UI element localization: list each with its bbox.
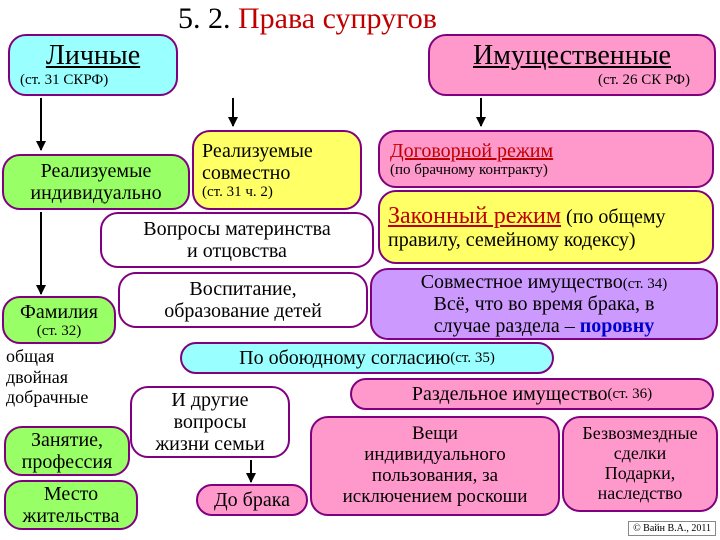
box-vospit: Воспитание, образование детей: [118, 272, 368, 328]
box-familia: Фамилия (ст. 32): [2, 296, 116, 344]
veshi-l2: индивидуального: [364, 445, 505, 466]
real-ind-l2: индивидуально: [30, 182, 161, 204]
lichnye-sub: (ст. 31 СКРФ): [20, 72, 108, 89]
copyright: © Вайн В.А., 2011: [628, 521, 716, 536]
arrow: [232, 98, 234, 126]
zanjat-l2: профессия: [22, 451, 113, 473]
imush-title: Имущественные: [473, 41, 671, 72]
obsogl-ref: (ст. 35): [450, 350, 495, 367]
zanjat-l1: Занятие,: [31, 429, 103, 451]
box-razdel: Раздельное имущество (ст. 36): [350, 378, 714, 410]
zakon-content: Законный режим (по общему правилу, семей…: [388, 203, 704, 251]
razdel-t: Раздельное имущество: [412, 383, 608, 405]
dobraka-t: До брака: [214, 489, 290, 511]
box-dogovor: Договорной режим (по брачному контракту): [378, 130, 714, 188]
bezvoz-l3: Подарки,: [605, 464, 676, 484]
box-zanjat: Занятие, профессия: [4, 426, 130, 476]
title-number: 5. 2.: [178, 2, 231, 35]
bezvoz-l2: сделки: [614, 444, 667, 464]
sovimush-row3: случае раздела – поровну: [434, 315, 654, 337]
sovimush-ref: (ст. 34): [623, 276, 668, 292]
arrow: [480, 98, 482, 126]
arrow: [250, 460, 252, 482]
sovimush-l3: поровну: [580, 315, 654, 337]
vospit-l2: образование детей: [164, 300, 322, 322]
obsogl-t: По обоюдному согласию: [239, 347, 450, 369]
arrow: [40, 98, 42, 150]
mesto-l2: жительства: [23, 505, 120, 527]
real-sov-sub: (ст. 31 ч. 2): [202, 184, 273, 201]
mesto-l1: Место: [44, 483, 98, 505]
idrugie-l1: И другие: [171, 389, 248, 411]
zakon-title: Законный режим: [388, 203, 561, 229]
sovimush-l2: случае раздела –: [434, 315, 580, 337]
real-ind-l1: Реализуемые: [41, 160, 152, 182]
box-veshi: Вещи индивидуального пользования, за иск…: [310, 416, 560, 516]
familia-title: Фамилия: [20, 301, 98, 323]
vospit-l1: Воспитание,: [189, 278, 296, 300]
familia-list-1: общая: [6, 346, 88, 367]
box-real-sov: Реализуемые совместно (ст. 31 ч. 2): [192, 130, 362, 210]
familia-list: общая двойная добрачные: [6, 346, 88, 408]
familia-list-2: двойная: [6, 367, 88, 388]
veshi-l4: исключением роскоши: [343, 487, 528, 508]
razdel-ref: (ст. 36): [608, 386, 653, 403]
box-real-ind: Реализуемые индивидуально: [2, 154, 190, 210]
title-text: Права супругов: [238, 2, 437, 35]
real-sov-l1: Реализуемые: [202, 140, 313, 162]
voprosy-l2: и отцовства: [187, 240, 287, 262]
sovimush-l1: Всё, что во время брака, в: [434, 293, 655, 315]
page-title: 5. 2. Права супругов: [178, 2, 437, 36]
familia-list-3: добрачные: [6, 387, 88, 408]
box-mesto: Место жительства: [4, 480, 138, 530]
box-obsogl: По обоюдному согласию (ст. 35): [180, 342, 554, 374]
real-sov-l2: совместно: [202, 162, 290, 184]
idrugie-l2: вопросы: [174, 411, 247, 433]
box-lichnye: Личные (ст. 31 СКРФ): [8, 34, 178, 96]
box-bezvoz: Безвозмездные сделки Подарки, наследство: [562, 416, 718, 512]
arrow: [40, 212, 42, 294]
dogovor-title: Договорной режим: [390, 140, 553, 162]
dogovor-sub: (по брачному контракту): [390, 162, 548, 179]
bezvoz-l4: наследство: [598, 484, 683, 504]
veshi-l3: пользования, за: [372, 466, 498, 487]
bezvoz-l1: Безвозмездные: [582, 424, 697, 444]
box-sovimush: Совместное имущество(ст. 34) Всё, что во…: [370, 268, 718, 340]
sovimush-row1: Совместное имущество(ст. 34): [421, 271, 668, 293]
idrugie-l3: жизни семьи: [155, 433, 264, 455]
lichnye-title: Личные: [46, 41, 140, 72]
imush-sub: (ст. 26 СК РФ): [598, 72, 690, 89]
box-voprosy: Вопросы материнства и отцовства: [100, 212, 374, 268]
box-dobraka: До брака: [196, 484, 308, 516]
box-imush: Имущественные (ст. 26 СК РФ): [428, 34, 716, 96]
box-idrugie: И другие вопросы жизни семьи: [130, 386, 290, 458]
veshi-l1: Вещи: [412, 424, 458, 445]
box-zakon: Законный режим (по общему правилу, семей…: [378, 190, 714, 264]
sovimush-title: Совместное имущество: [421, 271, 623, 293]
familia-sub: (ст. 32): [37, 323, 82, 340]
voprosy-l1: Вопросы материнства: [143, 218, 330, 240]
